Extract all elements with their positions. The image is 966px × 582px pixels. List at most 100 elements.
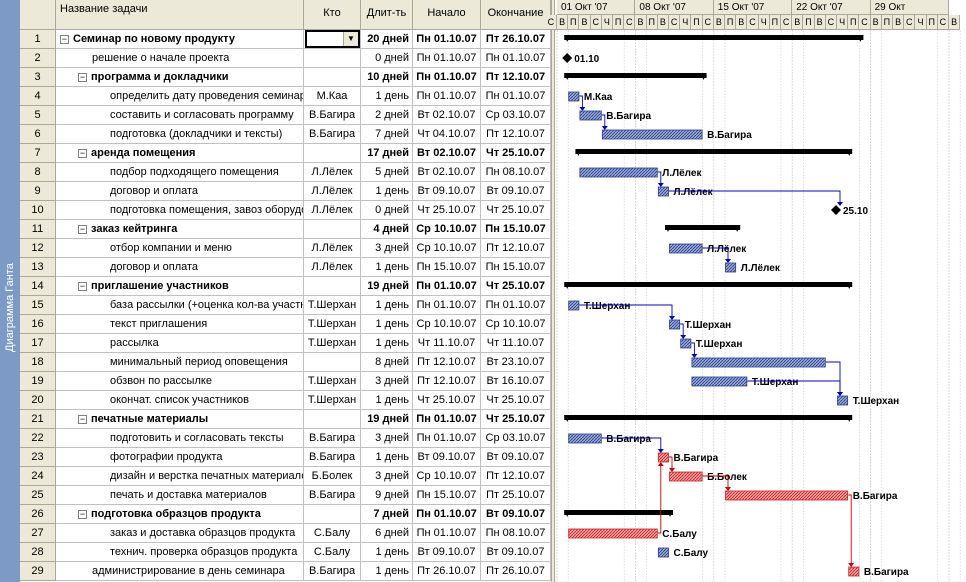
task-name-cell[interactable]: − заказ кейтринга [56,220,304,239]
task-name-cell[interactable]: − печатные материалы [56,410,304,429]
start-cell[interactable]: Пн 01.10.07 [413,505,481,524]
row-number[interactable]: 24 [20,467,56,486]
task-name-cell[interactable]: администрирование в день семинара [56,562,304,581]
row-number[interactable]: 17 [20,334,56,353]
resource-dropdown[interactable]: ▼ [305,30,360,48]
task-name-cell[interactable]: подбор подходящего помещения [56,163,304,182]
task-name-cell[interactable]: − подготовка образцов продукта [56,505,304,524]
task-name-cell[interactable]: подготовка (докладчики и тексты) [56,125,304,144]
duration-cell[interactable]: 0 дней [361,49,413,68]
duration-cell[interactable]: 10 дней [361,68,413,87]
header-finish[interactable]: Окончание [481,0,551,30]
task-name-cell[interactable]: решение о начале проекта [56,49,304,68]
task-name-cell[interactable]: рассылка [56,334,304,353]
table-row[interactable]: 7− аренда помещения 17 дней Вт 02.10.07 Чт 2… [20,144,551,163]
finish-cell[interactable]: Чт 25.10.07 [481,201,551,220]
finish-cell[interactable]: Пт 12.10.07 [481,68,551,87]
resource-cell[interactable]: В.Багира [304,486,361,505]
start-cell[interactable]: Вт 09.10.07 [413,448,481,467]
row-number[interactable]: 3 [20,68,56,87]
row-number[interactable]: 11 [20,220,56,239]
table-row[interactable]: 2 решение о начале проекта 0 дней Пн 01.10.… [20,49,551,68]
duration-cell[interactable]: 5 дней [361,163,413,182]
duration-cell[interactable]: 9 дней [361,486,413,505]
start-cell[interactable]: Пн 01.10.07 [413,296,481,315]
finish-cell[interactable]: Вт 09.10.07 [481,448,551,467]
row-number[interactable]: 16 [20,315,56,334]
resource-cell[interactable] [304,68,361,87]
duration-cell[interactable]: 3 дней [361,372,413,391]
finish-cell[interactable]: Пн 01.10.07 [481,87,551,106]
row-number[interactable]: 6 [20,125,56,144]
row-number[interactable]: 12 [20,239,56,258]
row-number[interactable]: 2 [20,49,56,68]
resource-cell[interactable]: В.Багира [304,448,361,467]
duration-cell[interactable]: 1 день [361,391,413,410]
resource-cell[interactable] [304,505,361,524]
view-splitter[interactable] [551,0,555,582]
start-cell[interactable]: Вт 02.10.07 [413,163,481,182]
duration-cell[interactable]: 1 день [361,315,413,334]
finish-cell[interactable]: Вт 09.10.07 [481,543,551,562]
task-name-cell[interactable]: составить и согласовать программу [56,106,304,125]
task-name-cell[interactable]: отбор компании и меню [56,239,304,258]
finish-cell[interactable]: Чт 25.10.07 [481,277,551,296]
duration-cell[interactable]: 17 дней [361,144,413,163]
resource-cell[interactable]: В.Багира [304,429,361,448]
start-cell[interactable]: Пн 01.10.07 [413,68,481,87]
chevron-down-icon[interactable]: ▼ [343,32,358,46]
resource-cell[interactable] [304,410,361,429]
start-cell[interactable]: Пн 01.10.07 [413,524,481,543]
collapse-toggle[interactable]: − [78,413,87,424]
collapse-toggle[interactable]: − [78,280,87,291]
resource-cell[interactable] [304,220,361,239]
row-number[interactable]: 23 [20,448,56,467]
row-number[interactable]: 27 [20,524,56,543]
task-name-cell[interactable]: − программа и докладчики [56,68,304,87]
finish-cell[interactable]: Чт 11.10.07 [481,334,551,353]
start-cell[interactable]: Пн 01.10.07 [413,87,481,106]
task-name-cell[interactable]: база рассылки (+оценка кол-ва участников… [56,296,304,315]
task-name-cell[interactable]: текст приглашения [56,315,304,334]
table-row[interactable]: 9 договор и оплата Л.Лёлек 1 день Вт 09.10.0… [20,182,551,201]
start-cell[interactable]: Чт 25.10.07 [413,201,481,220]
duration-cell[interactable]: 3 дней [361,429,413,448]
finish-cell[interactable]: Пт 12.10.07 [481,239,551,258]
table-row[interactable]: 1− Семинар по новому продукту 20 дней Пн 01… [20,30,551,49]
start-cell[interactable]: Вт 09.10.07 [413,182,481,201]
row-number[interactable]: 19 [20,372,56,391]
duration-cell[interactable]: 1 день [361,87,413,106]
table-row[interactable]: 8 подбор подходящего помещения Л.Лёлек 5 дн… [20,163,551,182]
start-cell[interactable]: Ср 10.10.07 [413,220,481,239]
task-name-cell[interactable]: подготовка помещения, завоз оборудования [56,201,304,220]
table-row[interactable]: 21− печатные материалы 19 дней Пн 01.10.07 Ч… [20,410,551,429]
resource-cell[interactable] [304,277,361,296]
duration-cell[interactable]: 1 день [361,448,413,467]
resource-cell[interactable]: В.Багира [304,562,361,581]
resource-cell[interactable]: Т.Шерхан [304,315,361,334]
resource-cell[interactable]: С.Балу [304,524,361,543]
start-cell[interactable]: Чт 25.10.07 [413,391,481,410]
table-row[interactable]: 26− подготовка образцов продукта 7 дней Пн … [20,505,551,524]
table-row[interactable]: 17 рассылка Т.Шерхан 1 день Чт 11.10.07 Чт 11… [20,334,551,353]
duration-cell[interactable]: 19 дней [361,277,413,296]
row-number[interactable]: 25 [20,486,56,505]
task-name-cell[interactable]: − аренда помещения [56,144,304,163]
table-row[interactable]: 5 составить и согласовать программу В.Баги… [20,106,551,125]
duration-cell[interactable]: 7 дней [361,505,413,524]
finish-cell[interactable]: Пт 12.10.07 [481,125,551,144]
start-cell[interactable]: Чт 04.10.07 [413,125,481,144]
task-name-cell[interactable]: договор и оплата [56,182,304,201]
table-row[interactable]: 14− приглашение участников 19 дней Пн 01.10… [20,277,551,296]
finish-cell[interactable]: Пн 08.10.07 [481,163,551,182]
table-row[interactable]: 29 администрирование в день семинара В.Баг… [20,562,551,581]
duration-cell[interactable]: 20 дней [361,30,413,49]
start-cell[interactable]: Вт 02.10.07 [413,106,481,125]
resource-cell[interactable]: В.Багира [304,125,361,144]
gantt-view-tab[interactable]: Диаграмма Ганта [0,0,20,582]
task-name-cell[interactable]: окончат. список участников [56,391,304,410]
finish-cell[interactable]: Вт 09.10.07 [481,182,551,201]
duration-cell[interactable]: 4 дней [361,220,413,239]
row-number[interactable]: 8 [20,163,56,182]
table-row[interactable]: 28 технич. проверка образцов продукта С.Ба… [20,543,551,562]
